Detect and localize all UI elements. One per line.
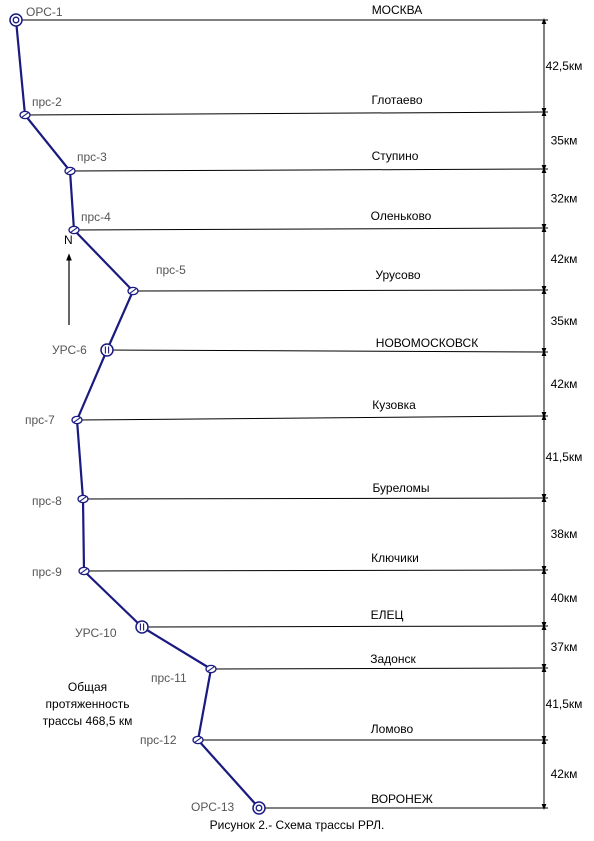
station-code-label: прс-8 xyxy=(32,494,62,508)
station-reference-line xyxy=(24,111,545,116)
station-node-slash-circle xyxy=(127,286,139,296)
station-reference-line xyxy=(106,349,545,353)
station-code-label: УРС-6 xyxy=(52,343,87,357)
station-reference-line xyxy=(69,168,545,172)
distance-label: 41,5км xyxy=(546,697,583,711)
total-note-line-2: протяженность xyxy=(45,697,130,711)
station-node-double-circle xyxy=(252,801,266,815)
station-node-slash-circle xyxy=(68,225,80,235)
distance-label: 42км xyxy=(551,252,578,266)
station-node-slash-circle xyxy=(19,110,31,120)
station-node-slash-circle xyxy=(77,494,89,504)
station-code-label: ОРС-13 xyxy=(191,800,235,814)
station-node-slash-circle xyxy=(71,415,83,425)
distance-label: 42км xyxy=(551,377,578,391)
distance-label: 40км xyxy=(551,591,578,605)
station-reference-line xyxy=(82,497,545,500)
station-node-slash-circle xyxy=(205,664,217,674)
city-label: Урусово xyxy=(375,268,421,282)
station-reference-line xyxy=(76,415,545,421)
station-reference-line xyxy=(132,289,545,292)
city-label: МОСКВА xyxy=(372,3,423,17)
city-label: Ступино xyxy=(372,149,419,163)
city-label: Задонск xyxy=(370,652,416,666)
city-label: ВОРОНЕЖ xyxy=(371,792,433,806)
station-reference-line xyxy=(210,667,545,670)
station-code-label: прс-11 xyxy=(151,671,187,685)
north-label: N xyxy=(64,233,73,247)
station-code-label: прс-2 xyxy=(32,95,62,109)
station-node-double-circle xyxy=(9,13,23,27)
distance-label: 42,5км xyxy=(546,59,583,73)
station-code-label: прс-5 xyxy=(156,263,186,277)
city-label: Кузовка xyxy=(372,398,416,412)
station-reference-line xyxy=(141,625,545,628)
distance-label: 42км xyxy=(551,767,578,781)
distance-label: 38км xyxy=(551,527,578,541)
city-label: Буреломы xyxy=(372,481,429,495)
city-label: ЕЛЕЦ xyxy=(371,608,404,622)
total-note-line-3: трассы 468,5 км xyxy=(42,714,133,728)
station-node-bar-circle xyxy=(100,343,114,357)
distance-label: 41,5км xyxy=(546,450,583,464)
distance-label: 32км xyxy=(551,192,578,206)
city-label: Ломово xyxy=(371,722,414,736)
station-code-label: прс-3 xyxy=(77,150,107,164)
station-code-label: прс-12 xyxy=(140,733,177,747)
city-label: НОВОМОСКОВСК xyxy=(376,336,478,350)
station-code-label: прс-9 xyxy=(32,565,62,579)
city-label: Глотаево xyxy=(372,93,423,107)
total-note-line-1: Общая xyxy=(67,680,108,694)
total-length-note: Общая протяженность трассы 468,5 км xyxy=(0,679,175,730)
station-reference-line xyxy=(73,227,545,231)
station-node-slash-circle xyxy=(64,166,76,176)
distance-label: 37км xyxy=(551,640,578,654)
distance-label: 35км xyxy=(551,134,578,148)
station-reference-line xyxy=(83,569,545,572)
station-code-label: прс-7 xyxy=(25,413,55,427)
station-code-label: ОРС-1 xyxy=(26,5,63,19)
station-code-label: прс-4 xyxy=(81,210,111,224)
station-node-slash-circle xyxy=(192,735,204,745)
station-node-bar-circle xyxy=(135,620,149,634)
station-node-slash-circle xyxy=(78,566,90,576)
city-label: Ключики xyxy=(371,551,419,565)
city-label: Оленьково xyxy=(371,209,432,223)
distance-label: 35км xyxy=(551,314,578,328)
figure-caption: Рисунок 2.- Схема трассы РРЛ. xyxy=(209,818,385,832)
station-code-label: УРС-10 xyxy=(75,626,117,640)
